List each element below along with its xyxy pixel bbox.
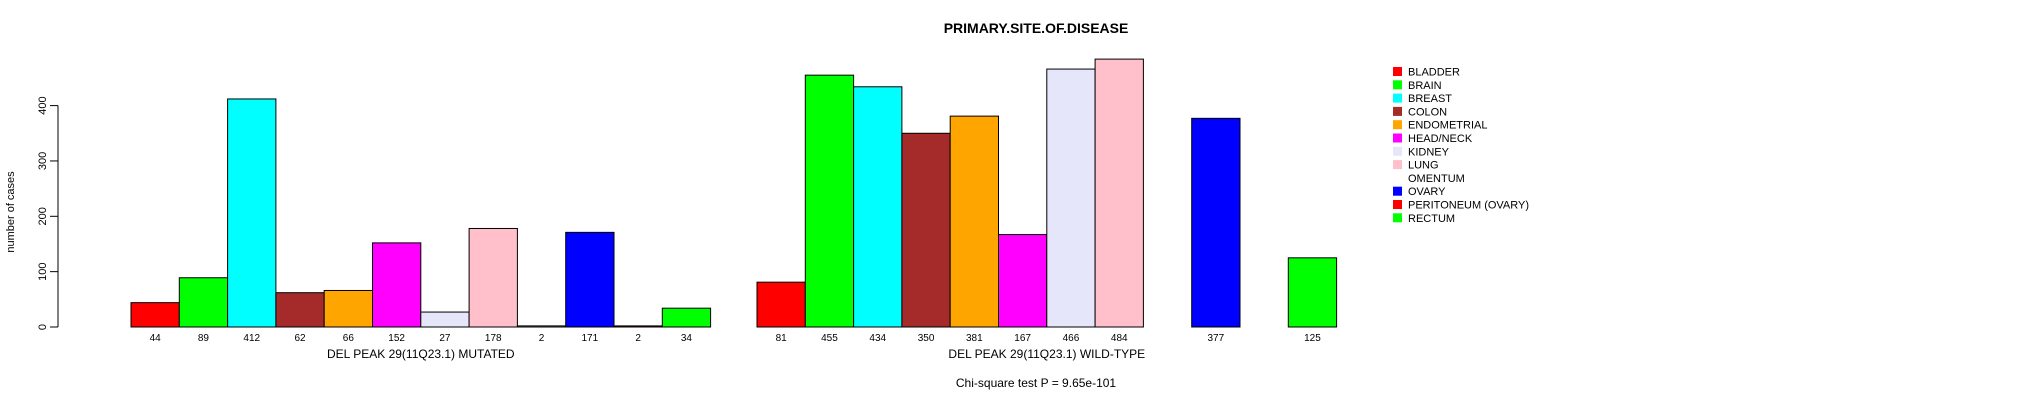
- bar-value-label: 2: [635, 333, 641, 344]
- y-tick-label: 200: [37, 207, 49, 225]
- y-tick-label: 300: [37, 152, 49, 170]
- legend-item: COLON: [1393, 106, 1447, 118]
- legend-label: OVARY: [1408, 186, 1446, 198]
- bar: [420, 311, 470, 328]
- legend-swatch: [1393, 213, 1402, 223]
- panel-label: DEL PEAK 29(11Q23.1) MUTATED: [327, 347, 515, 361]
- panel-2: 81 455 434 350 381 167 466 484 377 125 DEL PEAK 29…: [756, 58, 1338, 361]
- bar: [178, 277, 229, 328]
- bar-value-label: 412: [243, 333, 260, 344]
- bar-value-label: 350: [918, 333, 935, 344]
- legend-swatch: [1393, 120, 1402, 130]
- legend-swatch: [1393, 133, 1402, 143]
- bar: [1094, 58, 1144, 328]
- legend-swatch: [1393, 160, 1402, 170]
- bar-value-label: 66: [343, 333, 355, 344]
- legend-label: OMENTUM: [1408, 173, 1465, 185]
- legend-swatch: [1393, 106, 1402, 116]
- bar-value-label: 484: [1111, 333, 1128, 344]
- bar: [516, 325, 567, 328]
- bar: [275, 292, 325, 328]
- legend-item: RECTUM: [1393, 213, 1455, 225]
- y-tick-label: 400: [37, 96, 49, 114]
- legend-label: PERITONEUM (OVARY): [1408, 200, 1529, 212]
- legend-label: ENDOMETRIAL: [1408, 120, 1487, 132]
- legend-label: RECTUM: [1408, 213, 1455, 225]
- bar-value-label: 171: [582, 333, 599, 344]
- panel-1: 44 89 412 62 66 152 27 178 2 171 2 34 DEL PEAK 29(11…: [130, 98, 712, 361]
- legend-swatch: [1393, 200, 1402, 209]
- bar-value-label: 377: [1208, 333, 1225, 344]
- bar-panels: 44 89 412 62 66 152 27 178 2 171 2 34 DEL PEAK 29(11…: [130, 58, 1338, 361]
- legend-label: LUNG: [1408, 160, 1439, 172]
- bar: [756, 281, 806, 328]
- legend-label: BREAST: [1408, 93, 1452, 105]
- legend-item: LUNG: [1393, 160, 1439, 172]
- bar: [901, 132, 951, 328]
- legend-swatch: [1393, 93, 1402, 103]
- bar-value-label: 27: [439, 333, 451, 344]
- chart-title: PRIMARY.SITE.OF.DISEASE: [944, 20, 1129, 36]
- bar-value-label: 89: [198, 333, 210, 344]
- bar: [1287, 257, 1338, 328]
- bar: [661, 307, 712, 328]
- bar-value-label: 125: [1304, 333, 1321, 344]
- legend-item: OVARY: [1393, 186, 1446, 198]
- chi-square-test-label: Chi-square test P = 9.65e-101: [956, 376, 1117, 390]
- legend-item: ENDOMETRIAL: [1393, 120, 1487, 132]
- legend-item: OMENTUM: [1408, 173, 1465, 185]
- legend-swatch: [1393, 67, 1402, 76]
- bar: [949, 115, 1000, 328]
- legend-swatch: [1393, 80, 1402, 90]
- bar-value-label: 434: [869, 333, 886, 344]
- legend-swatch: [1393, 186, 1402, 196]
- legend-item: KIDNEY: [1393, 146, 1450, 158]
- bar: [372, 242, 422, 328]
- bar: [565, 231, 615, 328]
- bar: [130, 302, 180, 328]
- bar-value-label: 81: [776, 333, 788, 344]
- bar-value-label: 455: [821, 333, 838, 344]
- bar-value-label: 152: [388, 333, 405, 344]
- bar: [1191, 117, 1241, 328]
- legend-item: HEAD/NECK: [1393, 133, 1473, 145]
- legend-label: KIDNEY: [1408, 146, 1450, 158]
- legend-item: PERITONEUM (OVARY): [1393, 200, 1529, 212]
- y-tick-label: 100: [37, 262, 49, 280]
- bar-value-label: 34: [681, 333, 693, 344]
- y-axis-label: number of cases: [5, 171, 17, 253]
- bar-value-label: 167: [1014, 333, 1031, 344]
- y-tick-label: 0: [37, 324, 49, 330]
- bar-value-label: 466: [1063, 333, 1080, 344]
- legend-label: BLADDER: [1408, 67, 1460, 79]
- bar-value-label: 178: [485, 333, 502, 344]
- bar: [227, 98, 277, 328]
- bar-value-label: 2: [539, 333, 545, 344]
- bar: [998, 234, 1048, 328]
- legend-label: HEAD/NECK: [1408, 133, 1473, 145]
- legend-item: BLADDER: [1393, 67, 1460, 79]
- bar: [1046, 68, 1096, 328]
- bar: [804, 74, 855, 328]
- bar: [853, 86, 903, 328]
- legend-label: COLON: [1408, 106, 1447, 118]
- bar-value-label: 44: [150, 333, 162, 344]
- legend-item: BRAIN: [1393, 80, 1442, 92]
- legend-swatch: [1393, 146, 1402, 156]
- panel-label: DEL PEAK 29(11Q23.1) WILD-TYPE: [948, 347, 1145, 361]
- bar: [468, 227, 518, 328]
- legend-label: BRAIN: [1408, 80, 1442, 92]
- bar-value-label: 62: [294, 333, 306, 344]
- legend-item: BREAST: [1393, 93, 1452, 105]
- y-axis: 0 100 200 300 400 number of cases: [5, 96, 59, 330]
- bar: [323, 289, 374, 328]
- bar: [613, 325, 663, 328]
- bar-value-label: 381: [966, 333, 983, 344]
